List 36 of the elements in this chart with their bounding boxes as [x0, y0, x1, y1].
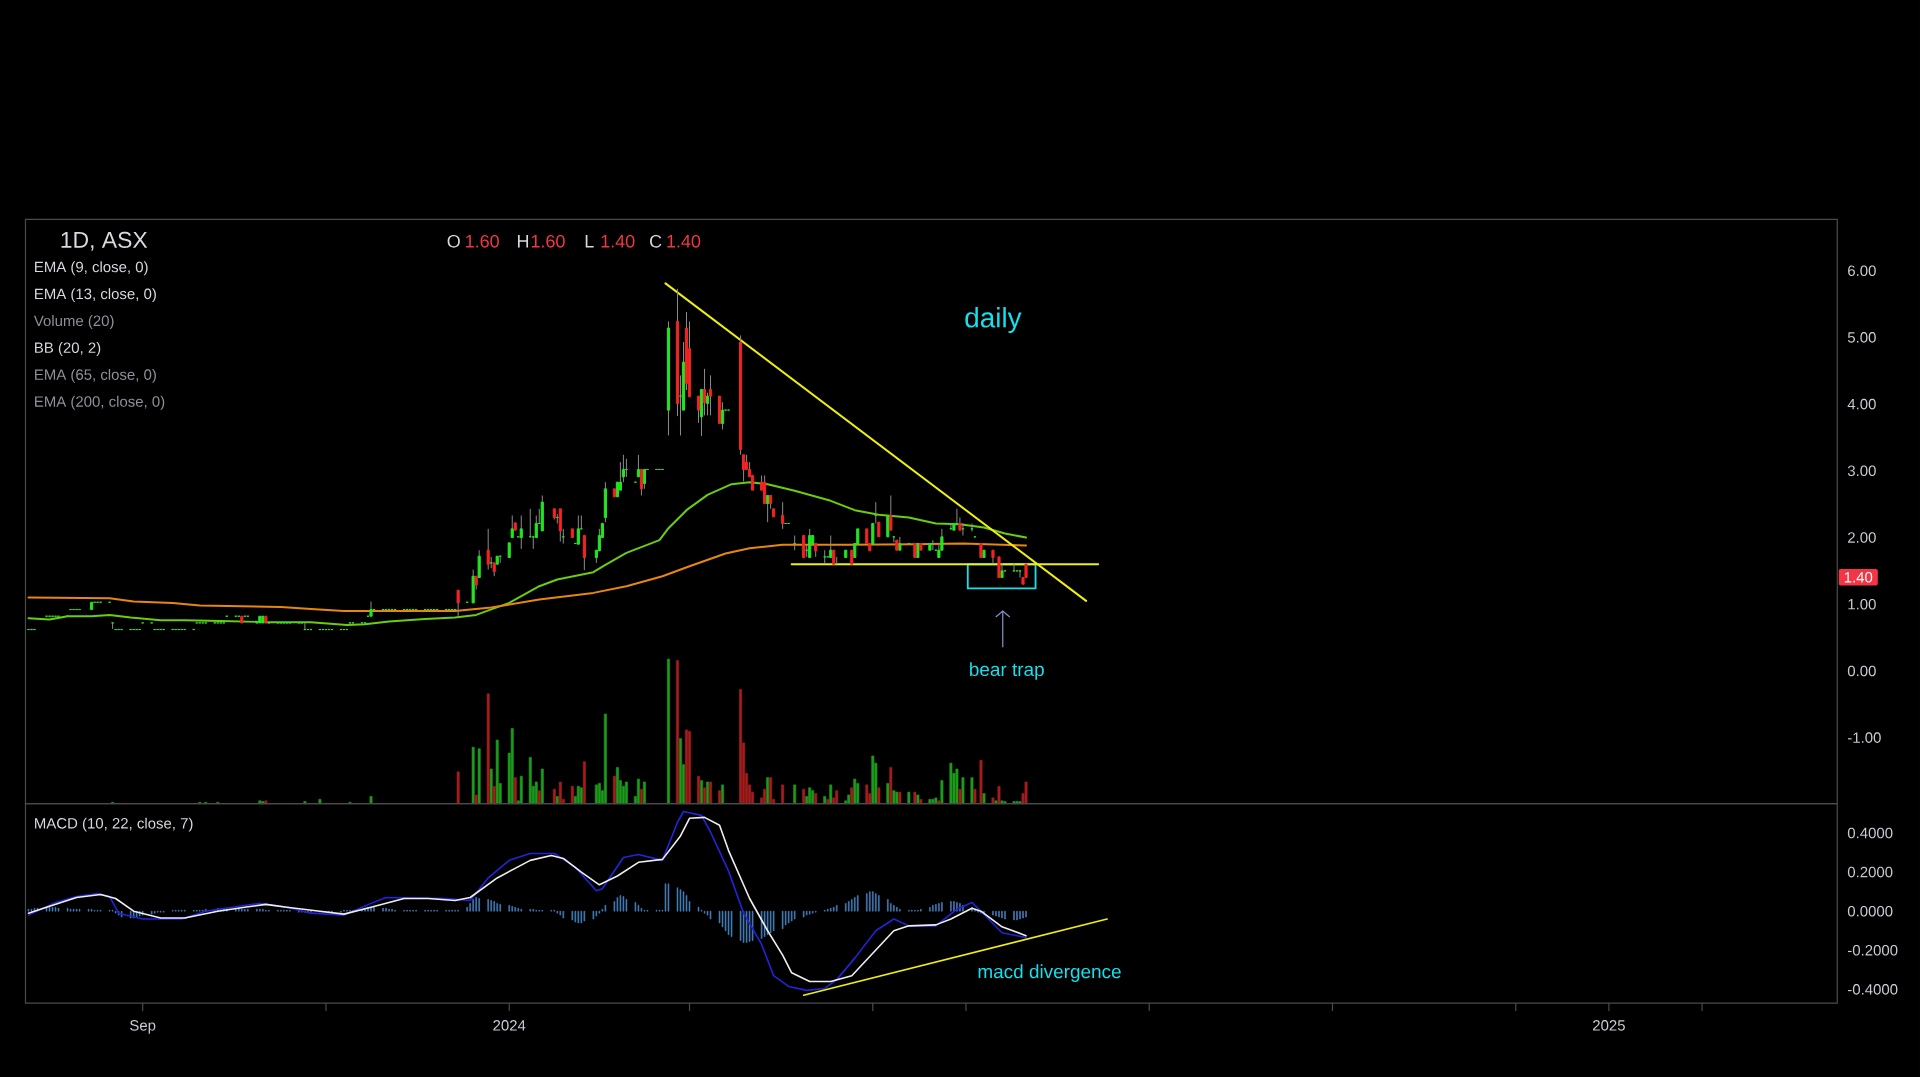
annotation: daily: [965, 307, 1022, 334]
annotation: 1.60: [531, 234, 565, 248]
chart-title: 1D, ASX: [61, 231, 148, 251]
y-tick-label: -0.4000: [1847, 984, 1898, 995]
y-tick-label: 3.00: [1847, 465, 1876, 477]
annotation: 1.40: [601, 234, 635, 248]
annotation: bear trap: [970, 662, 1044, 680]
annotation: MACD (10, 22, close, 7): [35, 817, 193, 832]
annotation: L: [585, 235, 594, 248]
annotation: EMA (65, close, 0): [35, 369, 156, 383]
annotation: EMA (200, close, 0): [35, 395, 165, 410]
annotation: H: [517, 235, 529, 248]
x-tick-label: 2024: [493, 1020, 526, 1031]
annotation: EMA (13, close, 0): [35, 288, 156, 303]
annotation: C: [650, 234, 662, 248]
x-tick-label: 2025: [1593, 1020, 1625, 1031]
y-tick-label: 1.00: [1848, 598, 1876, 610]
y-tick-label: 0.00: [1847, 665, 1876, 677]
y-tick-label: 5.00: [1847, 332, 1876, 343]
y-tick-label: -1.00: [1847, 732, 1881, 743]
y-tick-label: 4.00: [1847, 398, 1876, 410]
y-tick-label: 0.0000: [1847, 905, 1893, 917]
annotation: macd divergence: [978, 964, 1121, 983]
y-tick-label: 0.4000: [1847, 827, 1893, 839]
y-tick-label: -0.2000: [1847, 945, 1898, 956]
text: 1.40: [1844, 572, 1873, 583]
x-tick-label: Sep: [130, 1020, 156, 1034]
y-tick-label: 2.00: [1848, 532, 1876, 543]
annotation: 1.60: [466, 234, 499, 248]
y-tick-label: 0.2000: [1847, 866, 1893, 878]
y-tick-label: 6.00: [1848, 265, 1876, 277]
annotation: Volume (20): [33, 315, 114, 330]
annotation: BB (20, 2): [35, 342, 101, 356]
annotation: EMA (9, close, 0): [35, 261, 148, 276]
annotation: O: [447, 234, 460, 248]
annotation: 1.40: [667, 234, 701, 248]
